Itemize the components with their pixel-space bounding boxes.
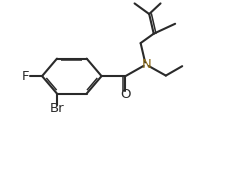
- Text: O: O: [120, 88, 131, 101]
- Text: Br: Br: [50, 102, 64, 115]
- Text: N: N: [141, 58, 151, 71]
- Text: F: F: [22, 70, 29, 83]
